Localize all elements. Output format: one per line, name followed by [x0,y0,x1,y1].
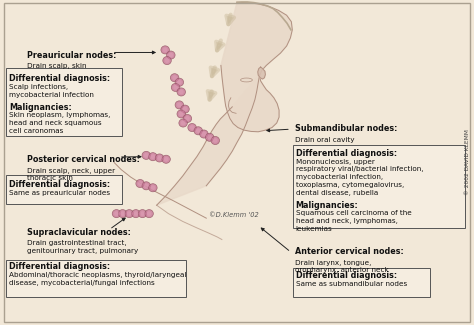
Ellipse shape [181,121,185,125]
Ellipse shape [168,53,173,58]
Ellipse shape [166,51,175,59]
Ellipse shape [179,89,183,94]
Ellipse shape [138,210,147,218]
Ellipse shape [149,153,157,161]
Ellipse shape [171,84,180,91]
Ellipse shape [157,156,162,161]
Ellipse shape [162,155,170,163]
Ellipse shape [151,185,155,190]
Ellipse shape [173,85,178,90]
Ellipse shape [194,127,202,135]
Text: Same as submandibular nodes: Same as submandibular nodes [296,280,407,287]
Text: Differential diagnosis:: Differential diagnosis: [9,74,110,83]
Text: Preauricular nodes:: Preauricular nodes: [27,51,116,60]
Ellipse shape [175,78,183,86]
Ellipse shape [155,154,164,162]
Ellipse shape [151,154,155,159]
Text: Mononucleosis, upper
respiratory viral/bacterial infection,
mycobacterial infect: Mononucleosis, upper respiratory viral/b… [296,159,423,196]
Ellipse shape [185,116,190,121]
Ellipse shape [134,211,138,216]
Ellipse shape [142,182,151,190]
Text: Malignancies:: Malignancies: [296,201,358,210]
Bar [6,68,122,136]
Ellipse shape [200,130,208,138]
Text: Drain scalp, neck, upper
thoracic skin: Drain scalp, neck, upper thoracic skin [27,168,115,181]
Ellipse shape [179,119,187,127]
Ellipse shape [149,184,157,192]
Ellipse shape [164,157,168,162]
Text: Skin neoplasm, lymphomas,
head and neck squamous
cell caronomas: Skin neoplasm, lymphomas, head and neck … [9,112,110,134]
Ellipse shape [112,210,121,218]
Ellipse shape [177,80,182,85]
Ellipse shape [114,211,119,216]
Text: Differential diagnosis:: Differential diagnosis: [9,180,110,189]
Text: Differential diagnosis:: Differential diagnosis: [296,271,397,280]
Ellipse shape [207,135,212,140]
Ellipse shape [164,58,169,63]
Text: Submandibular nodes:: Submandibular nodes: [295,124,397,133]
Ellipse shape [182,107,187,111]
Text: Drain scalp, skin: Drain scalp, skin [27,63,86,69]
Ellipse shape [120,211,125,216]
Ellipse shape [163,57,171,65]
Text: Drain oral cavity: Drain oral cavity [295,136,354,143]
Bar [293,145,465,228]
Text: Posterior cervical nodes:: Posterior cervical nodes: [27,155,139,164]
Ellipse shape [172,75,177,80]
Ellipse shape [190,125,194,130]
Ellipse shape [125,210,134,218]
Text: Differential diagnosis:: Differential diagnosis: [9,262,110,271]
Ellipse shape [175,101,183,109]
Ellipse shape [170,74,179,82]
Ellipse shape [136,179,145,188]
Ellipse shape [201,132,206,136]
Polygon shape [156,74,260,205]
Ellipse shape [144,153,149,158]
Text: Squamous cell carcinoma of the
head and neck, lymphomas,
leukemias: Squamous cell carcinoma of the head and … [296,210,411,232]
Ellipse shape [177,102,182,107]
Ellipse shape [145,210,154,218]
Ellipse shape [205,133,214,141]
Text: Abdominal/thoracic neoplasms, thyroid/laryngeal
disease, mycobacterial/fungal in: Abdominal/thoracic neoplasms, thyroid/la… [9,272,187,286]
Ellipse shape [181,105,189,113]
Ellipse shape [140,211,145,216]
Ellipse shape [213,138,218,143]
Ellipse shape [211,136,219,145]
Polygon shape [258,67,265,79]
Text: Malignancies:: Malignancies: [9,103,72,111]
Text: ©D.Klemm '02: ©D.Klemm '02 [209,212,258,218]
Ellipse shape [127,211,132,216]
Text: Same as preauricular nodes: Same as preauricular nodes [9,190,110,196]
Text: Scalp infections,
mycobacterial infection: Scalp infections, mycobacterial infectio… [9,84,94,98]
Text: Drain gastrointestinal tract,
genitourinary tract, pulmonary: Drain gastrointestinal tract, genitourin… [27,240,138,254]
Ellipse shape [177,88,185,96]
Ellipse shape [132,210,140,218]
Ellipse shape [188,124,196,132]
Bar [6,260,186,297]
Ellipse shape [147,211,152,216]
Text: Differential diagnosis:: Differential diagnosis: [296,149,397,158]
Ellipse shape [144,183,149,188]
Ellipse shape [142,151,151,160]
Text: Supraclavicular nodes:: Supraclavicular nodes: [27,228,130,237]
Bar [6,176,122,204]
Ellipse shape [196,128,201,133]
Polygon shape [221,2,292,132]
Bar [293,268,430,297]
Text: Anterior cervical nodes:: Anterior cervical nodes: [295,247,403,256]
Text: © 2002 DAVID KLEMM: © 2002 DAVID KLEMM [465,130,470,195]
Ellipse shape [177,110,185,118]
Ellipse shape [179,111,183,116]
Ellipse shape [118,210,127,218]
Ellipse shape [183,114,191,123]
Text: Drain larynx, tongue,
oropharynx, anterior neck: Drain larynx, tongue, oropharynx, anteri… [295,260,388,273]
Ellipse shape [163,47,167,52]
Ellipse shape [138,181,143,186]
Ellipse shape [161,46,169,54]
